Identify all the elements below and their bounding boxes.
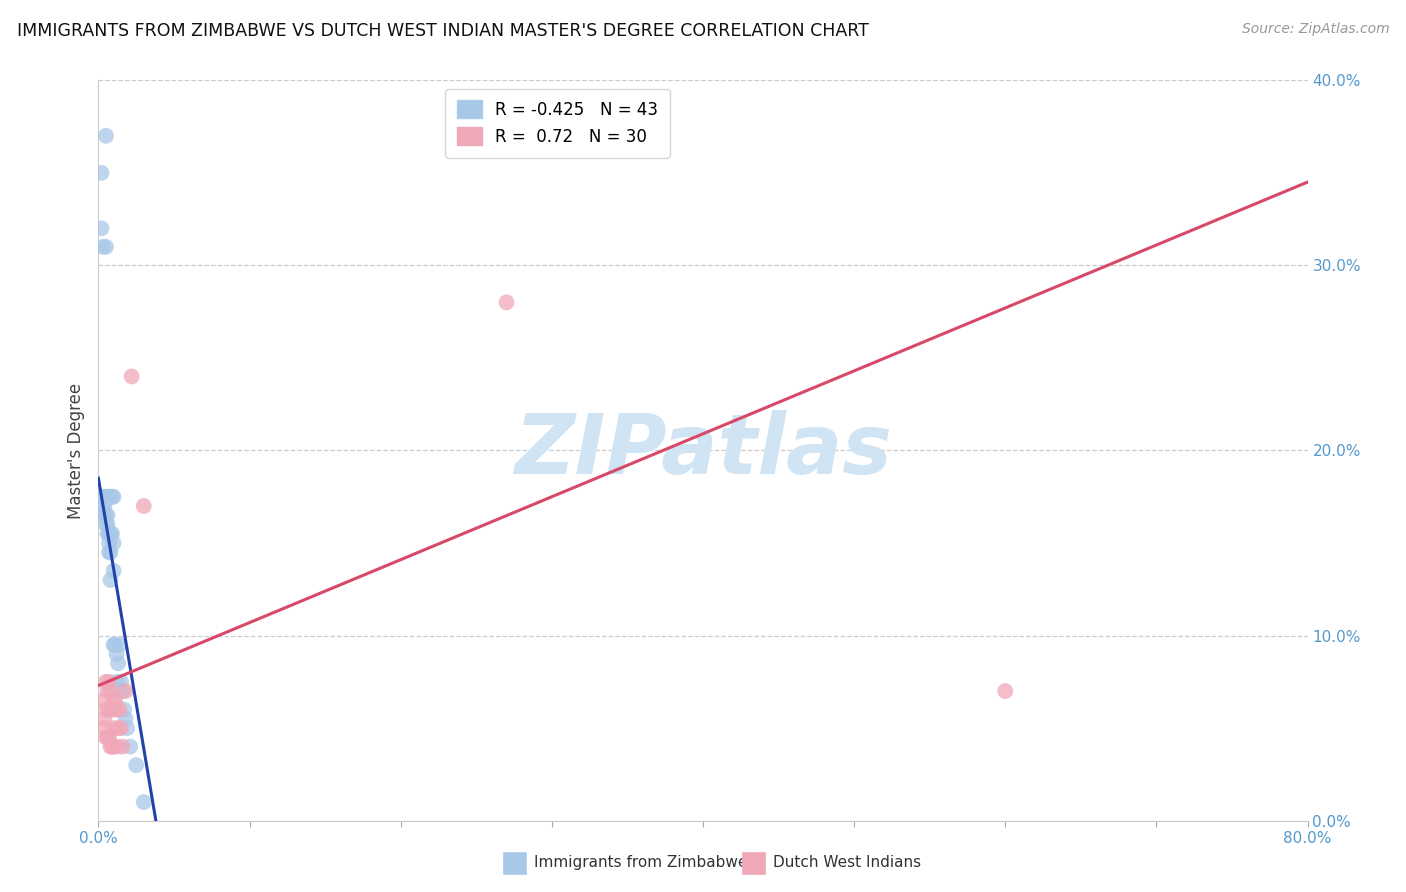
Legend: R = -0.425   N = 43, R =  0.72   N = 30: R = -0.425 N = 43, R = 0.72 N = 30 [446, 88, 671, 158]
Point [103, 564, 125, 578]
Point [108, 703, 131, 717]
Point [94, 517, 117, 532]
Point [96, 684, 118, 698]
Point [98, 536, 121, 550]
Point [93, 712, 115, 726]
Point [91, 499, 114, 513]
Point [103, 721, 125, 735]
Text: Source: ZipAtlas.com: Source: ZipAtlas.com [1241, 22, 1389, 37]
Point [111, 739, 134, 754]
Point [495, 295, 517, 310]
Point [93, 721, 115, 735]
Point [101, 526, 124, 541]
Point [94, 674, 117, 689]
Point [103, 536, 125, 550]
Point [96, 508, 118, 523]
Point [98, 526, 121, 541]
Point [100, 526, 122, 541]
Point [94, 490, 117, 504]
Point [103, 693, 125, 707]
Point [101, 490, 124, 504]
Point [98, 731, 121, 745]
Point [132, 499, 155, 513]
Point [110, 674, 132, 689]
Point [132, 795, 155, 809]
Point [103, 739, 125, 754]
Point [98, 490, 121, 504]
Text: IMMIGRANTS FROM ZIMBABWE VS DUTCH WEST INDIAN MASTER'S DEGREE CORRELATION CHART: IMMIGRANTS FROM ZIMBABWE VS DUTCH WEST I… [17, 22, 869, 40]
Point [96, 526, 118, 541]
Point [107, 721, 129, 735]
Point [111, 684, 134, 698]
Point [100, 573, 122, 587]
Point [94, 128, 117, 143]
Text: ZIPatlas: ZIPatlas [515, 410, 891, 491]
Point [104, 693, 127, 707]
Point [93, 508, 115, 523]
Point [93, 490, 115, 504]
Point [112, 703, 135, 717]
Point [91, 240, 114, 254]
Point [994, 684, 1017, 698]
Point [100, 684, 122, 698]
Point [115, 721, 138, 735]
Point [114, 684, 136, 698]
Y-axis label: Master's Degree: Master's Degree [66, 383, 84, 518]
Point [96, 731, 118, 745]
Point [107, 657, 129, 671]
Point [98, 545, 121, 559]
Point [101, 739, 124, 754]
Point [98, 674, 121, 689]
Point [104, 638, 127, 652]
Point [96, 490, 118, 504]
Point [91, 490, 114, 504]
Point [125, 758, 148, 772]
Point [103, 638, 125, 652]
Point [94, 240, 117, 254]
Point [105, 739, 128, 754]
Point [121, 369, 143, 384]
Point [93, 499, 115, 513]
Point [103, 490, 125, 504]
Point [100, 739, 122, 754]
Point [120, 739, 142, 754]
Point [94, 703, 117, 717]
Point [108, 638, 131, 652]
Point [91, 693, 114, 707]
Point [110, 721, 132, 735]
Text: Dutch West Indians: Dutch West Indians [773, 855, 921, 870]
Point [105, 647, 128, 661]
Point [100, 545, 122, 559]
Point [105, 703, 128, 717]
Point [94, 731, 117, 745]
Point [90, 221, 112, 235]
Point [94, 508, 117, 523]
Point [105, 674, 128, 689]
Point [114, 712, 136, 726]
Point [96, 517, 118, 532]
Text: Immigrants from Zimbabwe: Immigrants from Zimbabwe [534, 855, 748, 870]
Point [101, 703, 124, 717]
Point [90, 166, 112, 180]
Point [98, 703, 121, 717]
